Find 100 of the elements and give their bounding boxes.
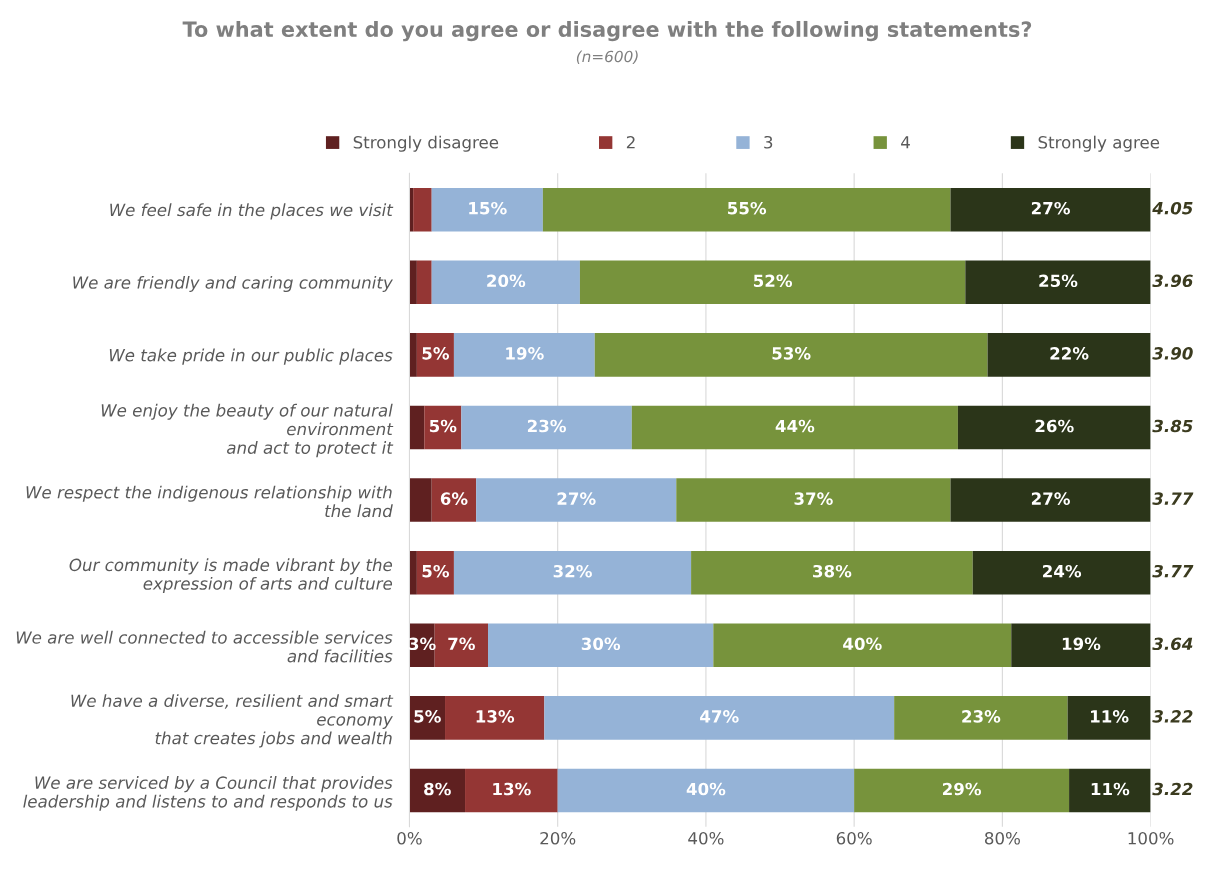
text: 3.85	[1152, 419, 1193, 433]
data-label: 44%	[775, 419, 815, 433]
bar	[434, 623, 489, 668]
bar	[957, 405, 1151, 450]
y-tick-label: We are friendly and caring community	[73, 275, 393, 293]
data-label: 7%	[448, 637, 475, 651]
y-tick-label: We respect the indigenous relationship with the land	[26, 485, 393, 518]
bar	[409, 550, 417, 595]
legend-label: Strongly disagree	[353, 135, 499, 152]
bar	[579, 260, 966, 305]
chart-subtitle: (n=600)	[576, 50, 638, 65]
x-tick-label: 100%	[1128, 831, 1174, 845]
bar	[950, 187, 1151, 232]
bar	[965, 260, 1151, 305]
bar	[1011, 623, 1151, 668]
data-label: 47%	[700, 710, 739, 723]
bar	[431, 187, 543, 232]
data-label: 26%	[1035, 419, 1074, 433]
data-label: 19%	[1062, 637, 1101, 651]
bar	[894, 696, 1068, 740]
y-tick-label: We are serviced by a Council that provides leadership and listens to and responds to us	[23, 776, 393, 811]
data-label: 29%	[942, 782, 982, 796]
data-label: 15%	[469, 201, 507, 215]
bar	[416, 550, 454, 595]
bar	[1069, 768, 1151, 813]
data-label: 5%	[422, 564, 450, 578]
text: 3.77	[1152, 564, 1194, 578]
data-label: 40%	[686, 782, 726, 796]
bar	[544, 696, 895, 740]
bar	[594, 333, 988, 377]
bar	[465, 768, 558, 813]
bar	[557, 768, 855, 813]
bar	[453, 333, 595, 377]
bar	[445, 696, 545, 740]
data-label: 5%	[414, 710, 441, 723]
text: 3.22	[1152, 710, 1193, 723]
data-label: 5%	[422, 347, 450, 360]
bar	[631, 405, 958, 450]
bar	[854, 768, 1070, 813]
bar	[416, 333, 454, 377]
data-label: 22%	[1050, 347, 1089, 360]
x-tick-label: 60%	[836, 831, 872, 845]
data-label: 11%	[1091, 782, 1130, 796]
data-label: 53%	[772, 347, 811, 360]
bar	[691, 550, 973, 595]
text: 4.05	[1152, 201, 1193, 215]
legend-label: 3	[764, 135, 773, 149]
legend-label: Strongly agree	[1038, 135, 1160, 152]
data-label: 23%	[962, 710, 1001, 723]
bar	[476, 478, 677, 522]
text: 3.77	[1152, 492, 1194, 505]
bar	[409, 405, 425, 450]
data-label: 25%	[1039, 274, 1078, 288]
bar	[431, 478, 477, 522]
bar	[424, 405, 462, 450]
text: 3.90	[1152, 347, 1193, 360]
data-label: 8%	[424, 782, 451, 796]
bar	[409, 768, 466, 813]
data-label: 19%	[506, 347, 544, 360]
bar	[409, 333, 417, 377]
bar	[950, 478, 1151, 522]
bar	[431, 260, 580, 305]
bar	[542, 187, 951, 232]
y-tick-label: We have a diverse, resilient and smart economy that creates jobs and wealth	[71, 694, 394, 748]
x-tick-label: 0%	[397, 831, 422, 845]
data-label: 11%	[1091, 710, 1129, 723]
bar	[488, 623, 714, 668]
data-label: 27%	[1031, 492, 1070, 505]
bar	[416, 260, 432, 305]
data-label: 37%	[794, 492, 833, 505]
data-label: 20%	[487, 274, 526, 288]
y-tick-label: Our community is made vibrant by the expression of arts and culture	[69, 558, 393, 594]
data-label: 23%	[527, 419, 566, 433]
y-tick-label: We enjoy the beauty of our natural environment and act to protect it	[101, 403, 394, 458]
bar	[461, 405, 632, 450]
bar	[409, 260, 417, 305]
data-label: 24%	[1043, 564, 1082, 578]
data-label: 40%	[843, 637, 882, 651]
text: 3.22	[1152, 782, 1193, 796]
bar	[676, 478, 951, 522]
y-tick-label: We take pride in our public places	[109, 348, 393, 365]
data-label: 5%	[429, 419, 457, 433]
bar	[453, 550, 692, 595]
text: 3.64	[1152, 637, 1193, 651]
data-label: 27%	[1031, 201, 1070, 215]
data-label: 38%	[813, 564, 852, 578]
data-label: 52%	[753, 274, 793, 288]
y-tick-label: We feel safe in the places we visit	[110, 203, 394, 220]
legend-label: 4	[901, 136, 910, 149]
x-tick-label: 80%	[984, 831, 1020, 845]
legend-label: 2	[626, 135, 635, 149]
x-tick-label: 20%	[540, 831, 576, 845]
bar	[713, 623, 1012, 668]
bar	[1067, 696, 1151, 740]
data-label: 55%	[728, 201, 767, 215]
text: 3.96	[1152, 274, 1193, 288]
bar	[413, 187, 432, 232]
data-label: 6%	[440, 492, 468, 505]
data-label: 32%	[553, 564, 592, 578]
bar	[409, 478, 432, 522]
